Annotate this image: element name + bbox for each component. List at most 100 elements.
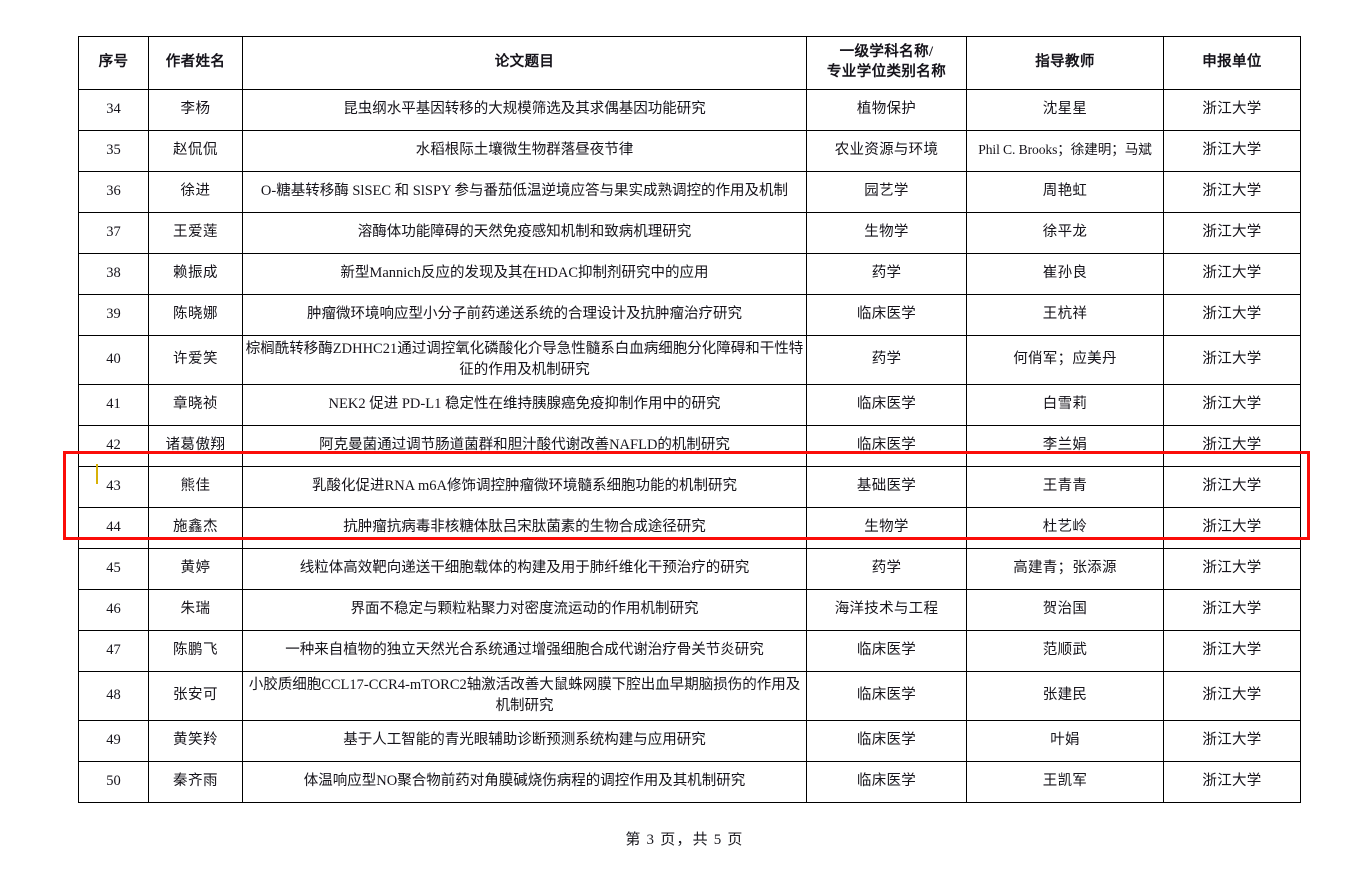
column-header-discipline-line2: 专业学位类别名称 <box>826 64 947 80</box>
table-row: 42 诸葛傲翔 阿克曼菌通过调节肠道菌群和胆汁酸代谢改善NAFLD的机制研究 临床医学… <box>78 425 1301 467</box>
cell-unit: 浙江大学 <box>1163 425 1301 467</box>
cell-unit: 浙江大学 <box>1163 130 1301 172</box>
cell-discipline: 海洋技术与工程 <box>806 589 967 631</box>
cell-author: 陈晓娜 <box>148 294 243 336</box>
cell-author: 朱瑞 <box>148 589 243 631</box>
cell-author: 赵侃侃 <box>148 130 243 172</box>
cell-author: 赖振成 <box>148 253 243 295</box>
cell-unit: 浙江大学 <box>1163 761 1301 803</box>
cell-discipline: 生物学 <box>806 212 967 254</box>
cell-author: 徐进 <box>148 171 243 213</box>
cell-advisor: 李兰娟 <box>966 425 1164 467</box>
cell-title: 小胶质细胞CCL17-CCR4-mTORC2轴激活改善大鼠蛛网膜下腔出血早期脑损… <box>242 671 807 721</box>
cell-advisor: 贺治国 <box>966 589 1164 631</box>
cell-title: 抗肿瘤抗病毒非核糖体肽吕宋肽菌素的生物合成途径研究 <box>242 507 807 549</box>
cell-unit: 浙江大学 <box>1163 253 1301 295</box>
cell-discipline: 临床医学 <box>806 720 967 762</box>
cell-title: 乳酸化促进RNA m6A修饰调控肿瘤微环境髓系细胞功能的机制研究 <box>242 466 807 508</box>
table-row: 35 赵侃侃 水稻根际土壤微生物群落昼夜节律 农业资源与环境 Phil C. Brook… <box>78 130 1301 172</box>
cell-discipline: 药学 <box>806 548 967 590</box>
cell-unit: 浙江大学 <box>1163 89 1301 131</box>
cell-sequence: 36 <box>78 171 149 213</box>
table-row: 40 许爱笑 棕榈酰转移酶ZDHHC21通过调控氧化磷酸化介导急性髓系白血病细胞分化… <box>78 335 1301 385</box>
cell-unit: 浙江大学 <box>1163 589 1301 631</box>
cell-discipline: 生物学 <box>806 507 967 549</box>
cell-discipline: 园艺学 <box>806 171 967 213</box>
cell-sequence: 41 <box>78 384 149 426</box>
cell-advisor: 沈星星 <box>966 89 1164 131</box>
cell-discipline: 植物保护 <box>806 89 967 131</box>
cell-title: 昆虫纲水平基因转移的大规模筛选及其求偶基因功能研究 <box>242 89 807 131</box>
table-row: 48 张安可 小胶质细胞CCL17-CCR4-mTORC2轴激活改善大鼠蛛网膜下腔出… <box>78 671 1301 721</box>
cell-advisor: 崔孙良 <box>966 253 1164 295</box>
column-header-advisor: 指导教师 <box>966 36 1164 90</box>
cell-sequence: 40 <box>78 335 149 385</box>
cell-advisor: 周艳虹 <box>966 171 1164 213</box>
cell-advisor: 王凯军 <box>966 761 1164 803</box>
cell-advisor: 白雪莉 <box>966 384 1164 426</box>
cell-sequence: 43 <box>78 466 149 508</box>
cell-sequence: 42 <box>78 425 149 467</box>
table-body: 34 李杨 昆虫纲水平基因转移的大规模筛选及其求偶基因功能研究 植物保护 沈星星 浙江大学… <box>78 89 1301 803</box>
page-footer: 第 3 页，共 5 页 <box>625 832 744 848</box>
table-row: 45 黄婷 线粒体高效靶向递送干细胞载体的构建及用于肺纤维化干预治疗的研究 药学 高建青… <box>78 548 1301 590</box>
table-row: 38 赖振成 新型Mannich反应的发现及其在HDAC抑制剂研究中的应用 药学 崔孙良… <box>78 253 1301 295</box>
cell-advisor: 张建民 <box>966 671 1164 721</box>
cell-author: 熊佳 <box>148 466 243 508</box>
cell-unit: 浙江大学 <box>1163 720 1301 762</box>
cell-sequence: 46 <box>78 589 149 631</box>
cell-sequence: 47 <box>78 630 149 672</box>
cell-discipline: 临床医学 <box>806 761 967 803</box>
cell-author: 诸葛傲翔 <box>148 425 243 467</box>
table-row: 41 章晓祯 NEK2 促进 PD-L1 稳定性在维持胰腺癌免疫抑制作用中的研究 临床… <box>78 384 1301 426</box>
column-header-sequence: 序号 <box>78 36 149 90</box>
cell-sequence: 35 <box>78 130 149 172</box>
cell-unit: 浙江大学 <box>1163 466 1301 508</box>
table-row: 37 王爱莲 溶酶体功能障碍的天然免疫感知机制和致病机理研究 生物学 徐平龙 浙江大学 <box>78 212 1301 254</box>
table-row: 43 熊佳 乳酸化促进RNA m6A修饰调控肿瘤微环境髓系细胞功能的机制研究 基础医学… <box>78 466 1301 508</box>
column-header-discipline-line1: 一级学科名称/ <box>839 44 934 61</box>
cell-discipline: 临床医学 <box>806 630 967 672</box>
cell-sequence: 49 <box>78 720 149 762</box>
cell-title: 一种来自植物的独立天然光合系统通过增强细胞合成代谢治疗骨关节炎研究 <box>242 630 807 672</box>
cell-unit: 浙江大学 <box>1163 335 1301 385</box>
cell-author: 秦齐雨 <box>148 761 243 803</box>
cell-discipline: 临床医学 <box>806 425 967 467</box>
column-header-title: 论文题目 <box>242 36 807 90</box>
cell-discipline: 药学 <box>806 253 967 295</box>
cell-advisor: 何俏军；应美丹 <box>966 335 1164 385</box>
cell-title: 水稻根际土壤微生物群落昼夜节律 <box>242 130 807 172</box>
cell-title: 新型Mannich反应的发现及其在HDAC抑制剂研究中的应用 <box>242 253 807 295</box>
cell-title: 阿克曼菌通过调节肠道菌群和胆汁酸代谢改善NAFLD的机制研究 <box>242 425 807 467</box>
cell-unit: 浙江大学 <box>1163 630 1301 672</box>
cell-sequence: 50 <box>78 761 149 803</box>
cell-sequence: 39 <box>78 294 149 336</box>
cell-title: 肿瘤微环境响应型小分子前药递送系统的合理设计及抗肿瘤治疗研究 <box>242 294 807 336</box>
cell-discipline: 基础医学 <box>806 466 967 508</box>
cell-author: 许爱笑 <box>148 335 243 385</box>
table-row: 46 朱瑞 界面不稳定与颗粒粘聚力对密度流运动的作用机制研究 海洋技术与工程 贺治国 浙江… <box>78 589 1301 631</box>
thesis-table-container: 序号 作者姓名 论文题目 一级学科名称/ 专业学位类别名称 指导教师 申报单位 … <box>78 36 1301 803</box>
cell-title: 体温响应型NO聚合物前药对角膜碱烧伤病程的调控作用及其机制研究 <box>242 761 807 803</box>
cell-title: 溶酶体功能障碍的天然免疫感知机制和致病机理研究 <box>242 212 807 254</box>
cell-advisor: 高建青；张添源 <box>966 548 1164 590</box>
cell-discipline: 临床医学 <box>806 671 967 721</box>
cell-author: 陈鹏飞 <box>148 630 243 672</box>
cell-discipline: 药学 <box>806 335 967 385</box>
cell-unit: 浙江大学 <box>1163 507 1301 549</box>
text-caret <box>96 464 98 484</box>
cell-unit: 浙江大学 <box>1163 171 1301 213</box>
cell-title: 基于人工智能的青光眼辅助诊断预测系统构建与应用研究 <box>242 720 807 762</box>
cell-sequence: 48 <box>78 671 149 721</box>
cell-advisor: 范顺武 <box>966 630 1164 672</box>
cell-sequence: 38 <box>78 253 149 295</box>
cell-advisor: 徐平龙 <box>966 212 1164 254</box>
cell-sequence: 45 <box>78 548 149 590</box>
advisor-text: Phil C. Brooks；徐建明；马斌 <box>978 142 1152 158</box>
table-row: 49 黄笑羚 基于人工智能的青光眼辅助诊断预测系统构建与应用研究 临床医学 叶娟 浙江大学 <box>78 720 1301 762</box>
table-row: 39 陈晓娜 肿瘤微环境响应型小分子前药递送系统的合理设计及抗肿瘤治疗研究 临床医学王… <box>78 294 1301 336</box>
cell-sequence: 44 <box>78 507 149 549</box>
column-header-discipline: 一级学科名称/ 专业学位类别名称 <box>806 36 967 90</box>
cell-advisor: Phil C. Brooks；徐建明；马斌 <box>966 130 1164 172</box>
